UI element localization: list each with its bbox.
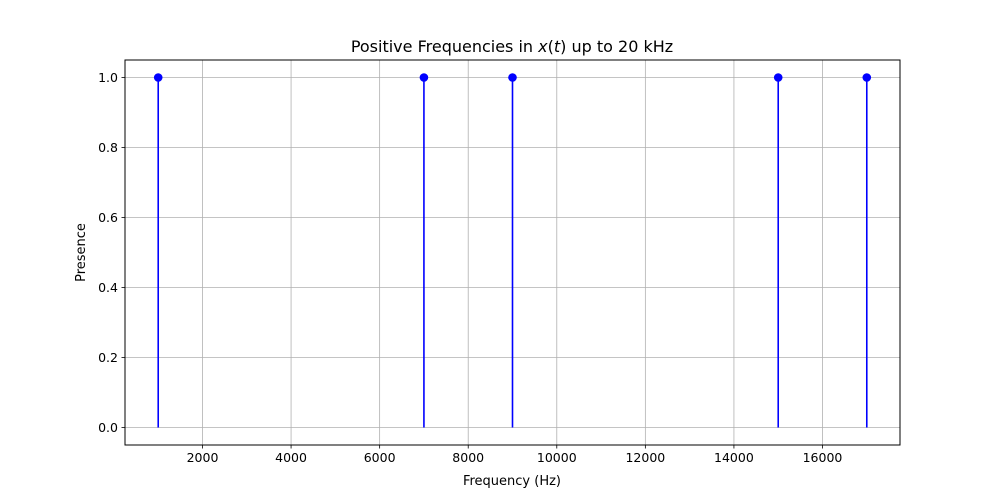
y-tick-label: 1.0	[98, 70, 118, 85]
x-axis-ticks: 2000 4000 6000 8000 10000 12000 14000 16000	[187, 445, 843, 465]
stem-marker	[773, 73, 783, 82]
x-tick-label: 16000	[803, 450, 843, 465]
y-tick-label: 0.6	[98, 210, 118, 225]
stem-marker	[153, 73, 163, 82]
y-tick-label: 0.0	[98, 420, 118, 435]
chart-title: Positive Frequencies in x(t) up to 20 kH…	[351, 37, 673, 56]
stem-marker	[419, 73, 429, 82]
stem-series	[153, 73, 872, 428]
stem-marker	[508, 73, 517, 82]
plot-frame	[124, 59, 901, 446]
x-tick-label: 6000	[364, 450, 396, 465]
y-axis-label: Presence	[74, 223, 89, 282]
x-tick-label: 4000	[275, 450, 307, 465]
x-tick-label: 10000	[537, 450, 577, 465]
stem-marker	[862, 73, 872, 82]
y-tick-label: 0.4	[98, 280, 118, 295]
y-tick-label: 0.8	[98, 140, 118, 155]
y-tick-label: 0.2	[98, 350, 118, 365]
x-axis-label: Frequency (Hz)	[463, 474, 561, 489]
x-tick-label: 2000	[187, 450, 219, 465]
x-tick-label: 14000	[714, 450, 754, 465]
x-tick-label: 12000	[625, 450, 665, 465]
x-tick-label: 8000	[452, 450, 484, 465]
y-axis-ticks: 0.0 0.2 0.4 0.6 0.8 1.0	[98, 70, 125, 435]
